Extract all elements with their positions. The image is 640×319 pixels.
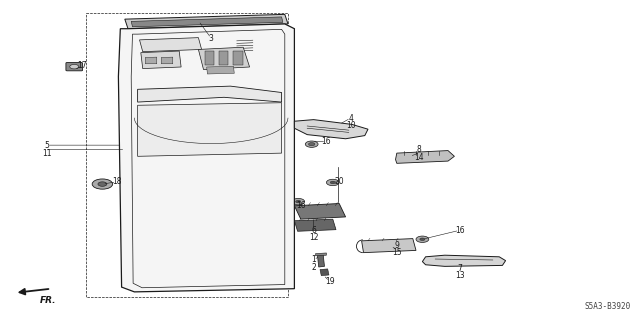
Circle shape [416, 236, 429, 242]
Text: 4: 4 [348, 114, 353, 122]
Polygon shape [294, 120, 368, 139]
Polygon shape [118, 24, 294, 292]
Polygon shape [131, 17, 283, 27]
Text: 15: 15 [392, 249, 402, 257]
Text: 16: 16 [321, 137, 332, 146]
Circle shape [296, 200, 301, 203]
Polygon shape [294, 219, 336, 231]
Polygon shape [233, 51, 243, 65]
Text: 20: 20 [334, 177, 344, 186]
Polygon shape [141, 51, 181, 69]
Text: 9: 9 [394, 241, 399, 250]
Text: 6: 6 [311, 226, 316, 235]
Polygon shape [396, 151, 454, 163]
Text: 12: 12 [309, 233, 318, 242]
Polygon shape [422, 255, 506, 266]
Polygon shape [207, 66, 234, 74]
Text: 13: 13 [454, 271, 465, 280]
Polygon shape [198, 47, 250, 70]
Circle shape [92, 179, 113, 189]
Polygon shape [219, 51, 228, 65]
Polygon shape [140, 38, 202, 52]
Polygon shape [125, 14, 288, 29]
Text: 5: 5 [44, 141, 49, 150]
Circle shape [420, 238, 425, 241]
Circle shape [330, 181, 335, 184]
Text: 7: 7 [457, 264, 462, 273]
Polygon shape [138, 103, 282, 156]
Text: 10: 10 [346, 121, 356, 130]
Polygon shape [320, 269, 329, 276]
Polygon shape [362, 239, 416, 253]
Polygon shape [145, 57, 157, 64]
Text: 8: 8 [417, 145, 422, 154]
Text: 3: 3 [209, 34, 214, 43]
Circle shape [292, 198, 305, 205]
Polygon shape [161, 57, 173, 64]
Text: 18: 18 [112, 177, 121, 186]
Polygon shape [138, 86, 282, 102]
Text: 2: 2 [311, 263, 316, 272]
Text: 16: 16 [296, 201, 306, 210]
Text: FR.: FR. [40, 296, 56, 305]
Polygon shape [317, 255, 324, 267]
Polygon shape [205, 51, 214, 65]
Text: 11: 11 [42, 149, 51, 158]
Text: 19: 19 [324, 277, 335, 286]
Text: 17: 17 [77, 61, 87, 70]
Text: S5A3-B3920: S5A3-B3920 [584, 302, 630, 311]
Circle shape [326, 179, 339, 186]
Polygon shape [294, 204, 346, 219]
Circle shape [70, 64, 79, 69]
Circle shape [305, 141, 318, 147]
FancyBboxPatch shape [66, 63, 83, 71]
Text: 16: 16 [454, 226, 465, 235]
Circle shape [308, 143, 315, 146]
Text: 14: 14 [414, 153, 424, 162]
Polygon shape [316, 253, 326, 256]
Circle shape [98, 182, 107, 186]
Text: 1: 1 [311, 256, 316, 264]
